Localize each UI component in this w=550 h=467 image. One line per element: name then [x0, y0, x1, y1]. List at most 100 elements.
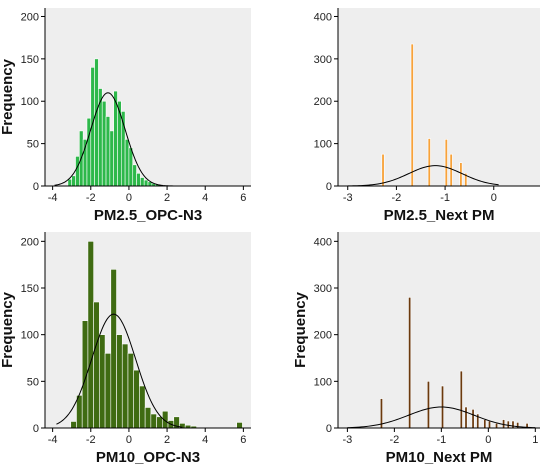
histogram-bar: [506, 420, 510, 429]
histogram-bar: [140, 177, 145, 187]
histogram-bar: [136, 172, 141, 187]
histogram-bar: [459, 370, 463, 429]
y-tick-label: 300: [314, 283, 332, 295]
y-tick-label: 0: [326, 423, 332, 435]
histogram-bar: [93, 301, 100, 429]
x-axis-label: PM2.5_OPC-N3: [94, 207, 202, 224]
x-tick-label: 0: [126, 192, 132, 204]
histogram-bar: [495, 423, 499, 429]
x-tick-label: -2: [86, 192, 96, 204]
plot-area: [45, 232, 251, 428]
histogram-bar: [464, 406, 468, 429]
x-tick-label: 0: [485, 434, 491, 446]
histogram-pm25-opc-n3: -4 -2 0 2 4 6 0 50 100 150 200 PM2.5_OPC-N3 Frequenc…: [0, 8, 251, 224]
y-tick-label: 150: [21, 54, 39, 66]
y-axis-label: Frequency: [292, 291, 309, 368]
histogram-bar: [98, 88, 103, 187]
x-tick-label: -2: [389, 434, 399, 446]
histogram-bar: [104, 353, 112, 429]
y-tick-label: 200: [314, 96, 332, 108]
histogram-bar: [449, 153, 453, 187]
x-tick-label: -1: [436, 434, 446, 446]
histogram-bar: [150, 413, 157, 429]
y-tick-label: 100: [314, 139, 332, 151]
plot-area: [338, 8, 540, 186]
histogram-bar: [144, 407, 152, 429]
y-tick-label: 200: [21, 11, 39, 23]
histogram-bar: [87, 241, 94, 429]
x-axis-label: PM2.5_Next PM: [384, 207, 495, 224]
histogram-pm25-next-pm: -3 -2 -1 0 0 100 200 300 400 PM2.5_Next PM: [314, 8, 540, 224]
x-tick-label: 2: [164, 434, 170, 446]
y-tick-label: 100: [314, 376, 332, 388]
histogram-bar: [124, 139, 130, 187]
histogram-bar: [94, 58, 99, 187]
x-tick-label: 4: [202, 434, 208, 446]
histogram-bar: [143, 179, 149, 187]
histogram-bar: [70, 421, 77, 429]
histogram-bar: [408, 297, 412, 429]
x-tick-label: -2: [86, 434, 96, 446]
histogram-bar: [86, 117, 92, 187]
histogram-bar: [116, 334, 123, 429]
x-tick-label: -3: [343, 192, 353, 204]
histogram-bar: [110, 269, 117, 429]
histogram-bar: [132, 164, 137, 187]
histogram-bar: [105, 116, 111, 187]
x-axis-label: PM10_Next PM: [386, 449, 493, 466]
histogram-bar: [511, 420, 515, 429]
y-tick-label: 0: [33, 423, 39, 435]
histogram-pm10-opc-n3: -4 -2 0 2 4 6 0 50 100 150 200 PM10_OPC-N3 Frequency: [0, 232, 251, 466]
histogram-bar: [236, 422, 243, 429]
histogram-bar: [127, 353, 134, 429]
y-tick-label: 50: [27, 139, 39, 151]
histogram-bar: [128, 147, 134, 187]
x-tick-label: 6: [240, 434, 246, 446]
y-axis-label: Frequency: [0, 58, 16, 135]
histogram-bar: [139, 385, 146, 429]
histogram-bar: [156, 416, 163, 429]
x-axis-label: PM10_OPC-N3: [96, 449, 200, 466]
histogram-pm10-next-pm: -3 -2 -1 0 1 0 100 200 300 400 PM10_Next PM Frequen…: [292, 232, 540, 466]
plot-area: [338, 232, 540, 428]
x-tick-label: 1: [532, 434, 538, 446]
histogram-bar: [109, 130, 114, 187]
x-tick-label: -4: [48, 434, 58, 446]
histogram-bar: [71, 175, 76, 187]
histogram-bar: [427, 138, 431, 187]
normal-curve: [54, 92, 177, 187]
y-tick-label: 300: [314, 54, 332, 66]
y-tick-label: 50: [27, 376, 39, 388]
x-tick-label: 0: [491, 192, 497, 204]
histogram-bar: [101, 100, 107, 187]
x-tick-label: -3: [343, 434, 353, 446]
histogram-bar: [488, 420, 491, 429]
histogram-bar: [99, 334, 106, 429]
y-tick-label: 100: [21, 96, 39, 108]
normal-curve: [56, 313, 183, 428]
y-tick-label: 200: [314, 330, 332, 342]
histogram-bar: [444, 139, 448, 187]
y-tick-label: 200: [21, 236, 39, 248]
histogram-bar: [67, 178, 73, 187]
histogram-bar: [121, 343, 129, 429]
x-tick-label: -2: [392, 192, 402, 204]
y-tick-label: 400: [314, 236, 332, 248]
histogram-bar: [483, 419, 487, 429]
histogram-bar: [426, 381, 430, 429]
histogram-bar: [133, 369, 140, 429]
x-tick-label: 6: [240, 192, 246, 204]
histogram-bar: [410, 43, 414, 187]
y-tick-label: 100: [21, 330, 39, 342]
x-tick-label: -1: [440, 192, 450, 204]
y-tick-label: 0: [33, 181, 39, 193]
histogram-bar: [75, 156, 80, 187]
histogram-bar: [516, 422, 520, 429]
y-tick-label: 400: [314, 11, 332, 23]
histogram-bar: [502, 419, 506, 429]
x-tick-label: 0: [126, 434, 132, 446]
histogram-bar: [459, 162, 463, 187]
normal-curve: [347, 406, 536, 429]
x-tick-label: 4: [202, 192, 208, 204]
